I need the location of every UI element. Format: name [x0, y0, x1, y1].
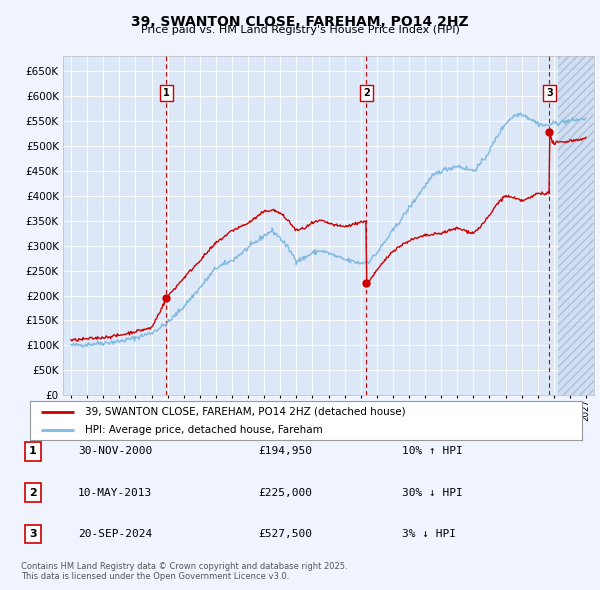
- Text: £225,000: £225,000: [258, 488, 312, 497]
- Text: 30% ↓ HPI: 30% ↓ HPI: [402, 488, 463, 497]
- Bar: [558, 56, 594, 395]
- Text: 39, SWANTON CLOSE, FAREHAM, PO14 2HZ: 39, SWANTON CLOSE, FAREHAM, PO14 2HZ: [131, 15, 469, 29]
- Text: 2: 2: [363, 88, 370, 99]
- Text: 1: 1: [29, 447, 37, 456]
- Text: 3: 3: [29, 529, 37, 539]
- Text: 1: 1: [163, 88, 170, 99]
- Text: 20-SEP-2024: 20-SEP-2024: [78, 529, 152, 539]
- Text: 3: 3: [546, 88, 553, 99]
- Text: 39, SWANTON CLOSE, FAREHAM, PO14 2HZ (detached house): 39, SWANTON CLOSE, FAREHAM, PO14 2HZ (de…: [85, 407, 406, 417]
- Text: 3% ↓ HPI: 3% ↓ HPI: [402, 529, 456, 539]
- Text: 10% ↑ HPI: 10% ↑ HPI: [402, 447, 463, 456]
- Text: 10-MAY-2013: 10-MAY-2013: [78, 488, 152, 497]
- Text: HPI: Average price, detached house, Fareham: HPI: Average price, detached house, Fare…: [85, 425, 323, 435]
- Text: £194,950: £194,950: [258, 447, 312, 456]
- Text: 2: 2: [29, 488, 37, 497]
- Text: Price paid vs. HM Land Registry's House Price Index (HPI): Price paid vs. HM Land Registry's House …: [140, 25, 460, 35]
- Text: £527,500: £527,500: [258, 529, 312, 539]
- Text: 30-NOV-2000: 30-NOV-2000: [78, 447, 152, 456]
- Text: Contains HM Land Registry data © Crown copyright and database right 2025.
This d: Contains HM Land Registry data © Crown c…: [21, 562, 347, 581]
